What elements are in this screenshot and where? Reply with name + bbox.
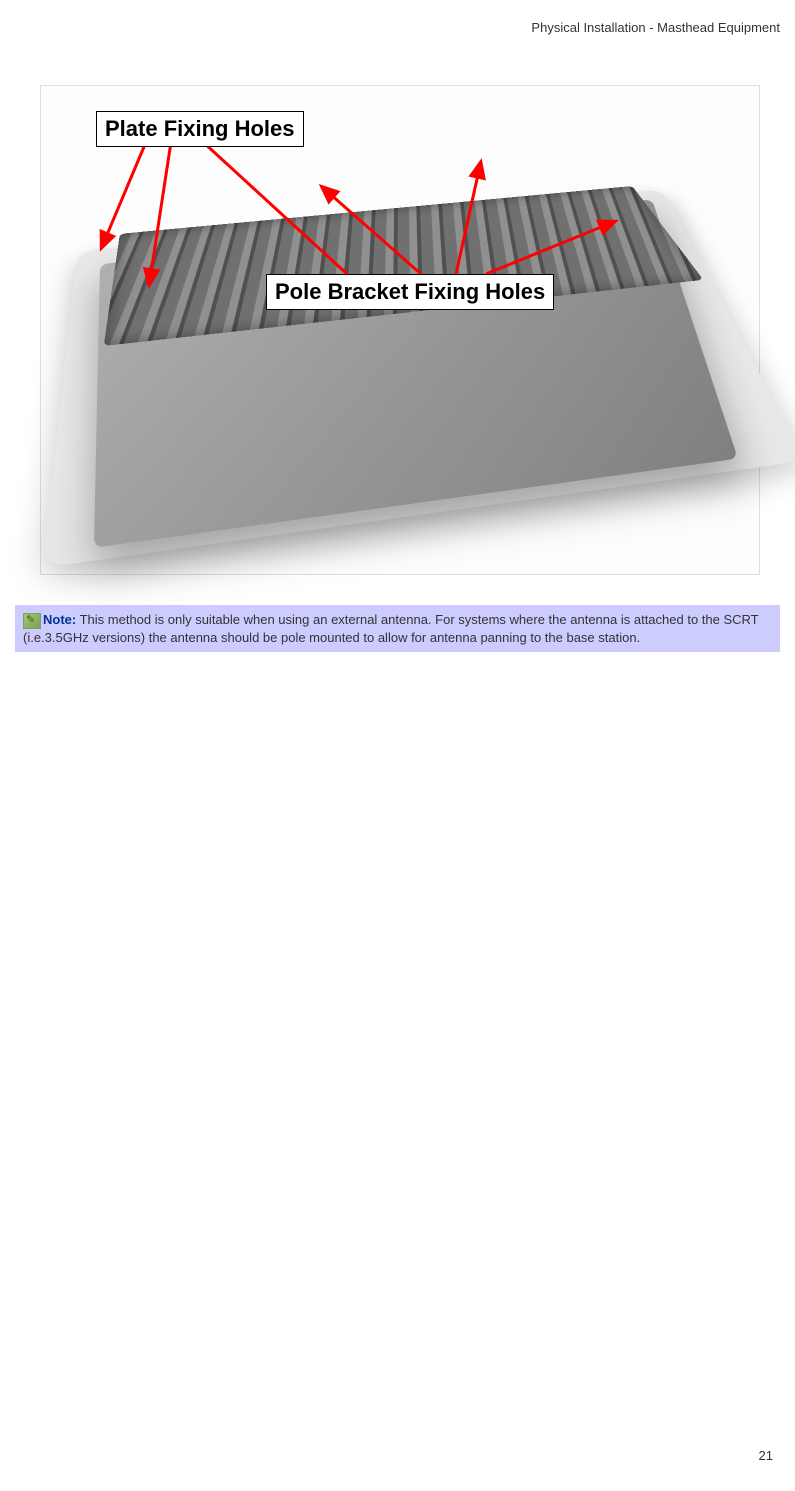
page-number-value: 21 (759, 1448, 773, 1463)
note-label: Note: (43, 612, 76, 627)
note-text: This method is only suitable when using … (23, 612, 758, 645)
page-number: 21 (759, 1448, 773, 1463)
label-pole-text: Pole Bracket Fixing Holes (275, 279, 545, 304)
equipment-figure: Plate Fixing Holes Pole Bracket Fixing H… (40, 85, 760, 575)
label-plate-text: Plate Fixing Holes (105, 116, 295, 141)
note-icon (23, 613, 41, 629)
label-pole-bracket: Pole Bracket Fixing Holes (266, 274, 554, 310)
page-header: Physical Installation - Masthead Equipme… (15, 20, 780, 35)
note-callout: Note: This method is only suitable when … (15, 605, 780, 652)
header-title: Physical Installation - Masthead Equipme… (531, 20, 780, 35)
label-plate-fixing: Plate Fixing Holes (96, 111, 304, 147)
annotation-arrows (41, 86, 761, 576)
document-page: Physical Installation - Masthead Equipme… (0, 0, 795, 1491)
